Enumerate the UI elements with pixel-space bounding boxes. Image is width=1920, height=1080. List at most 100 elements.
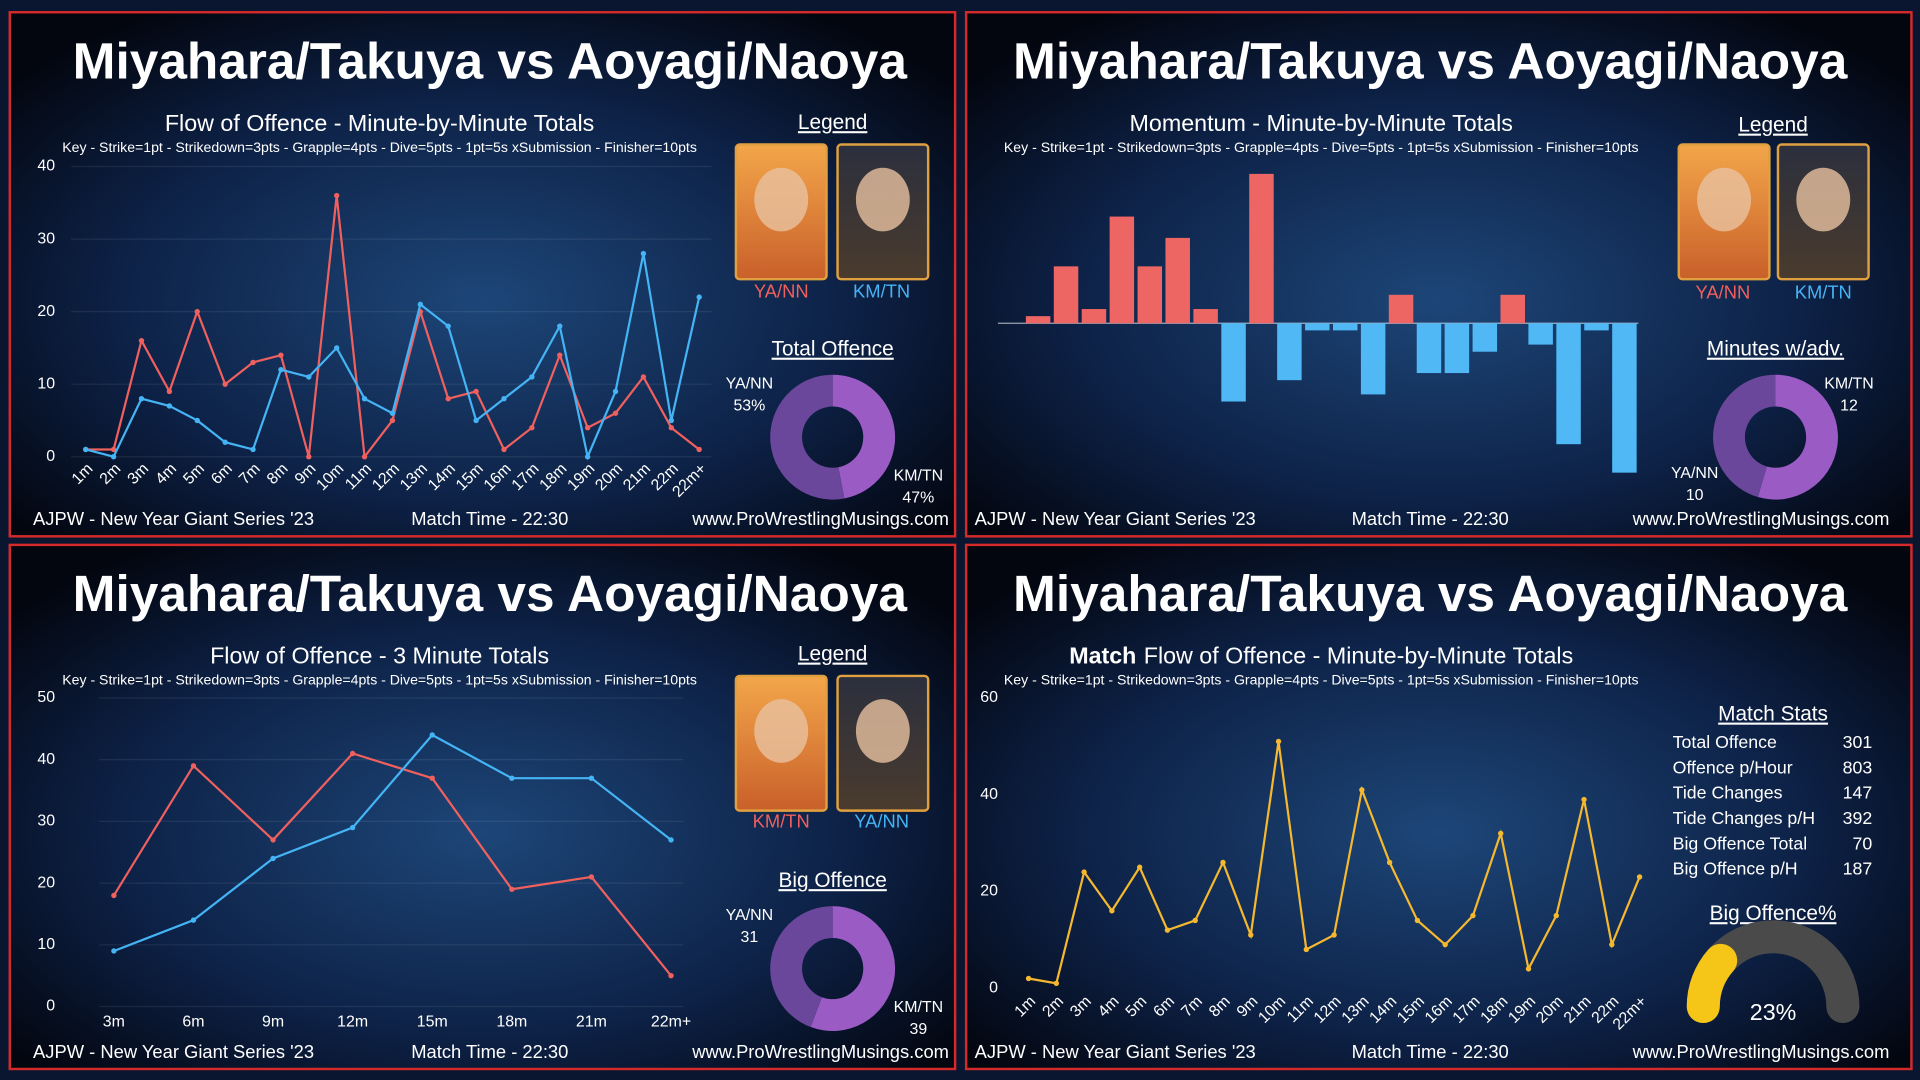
panel: Miyahara/Takuya vs Aoyagi/Naoya Match Flow… bbox=[964, 543, 1913, 1071]
data-point bbox=[1248, 932, 1254, 938]
data-point bbox=[473, 388, 479, 395]
footer-text: Match Time - 22:30 bbox=[411, 1041, 568, 1062]
footer-text: www.ProWrestlingMusings.com bbox=[691, 508, 949, 529]
data-point bbox=[640, 250, 647, 257]
panel: Miyahara/Takuya vs Aoyagi/Naoya Flow of O… bbox=[8, 543, 957, 1071]
donut-label-value: 47% bbox=[902, 490, 934, 507]
data-point bbox=[1359, 787, 1365, 793]
legend-label: KM/TN bbox=[853, 280, 910, 301]
data-point bbox=[389, 410, 396, 416]
legend-label: KM/TN bbox=[1795, 282, 1852, 303]
stat-value: 70 bbox=[1852, 833, 1872, 853]
data-point bbox=[270, 855, 276, 862]
data-point bbox=[584, 454, 591, 460]
data-point bbox=[696, 446, 702, 453]
donut-slice bbox=[770, 374, 845, 500]
data-point bbox=[501, 446, 507, 453]
momentum-bar bbox=[1109, 216, 1135, 324]
data-point bbox=[473, 417, 479, 424]
data-point bbox=[1525, 966, 1532, 972]
chart-subtitle: Flow of Offence - Minute-by-Minute Total… bbox=[165, 110, 594, 136]
data-point bbox=[445, 396, 451, 402]
donut-title: Total Offence bbox=[772, 338, 894, 361]
data-point bbox=[1081, 869, 1087, 875]
momentum-bar bbox=[1025, 316, 1051, 324]
y-tick-label: 40 bbox=[37, 751, 55, 768]
legend-label: KM/TN bbox=[753, 811, 810, 832]
momentum-bar bbox=[1221, 323, 1246, 402]
momentum-bar bbox=[1305, 323, 1330, 331]
chart-subtitle: Momentum - Minute-by-Minute Totals bbox=[1130, 110, 1513, 136]
scoring-key: Key - Strike=1pt - Strikedown=3pts - Gra… bbox=[62, 139, 697, 155]
donut-label-name: YA/NN bbox=[726, 907, 773, 924]
donut-slice bbox=[1757, 374, 1838, 500]
data-point bbox=[1470, 912, 1476, 919]
legend-image-face bbox=[754, 167, 809, 232]
data-point bbox=[333, 345, 340, 351]
data-point bbox=[429, 775, 435, 781]
data-point bbox=[668, 425, 674, 431]
momentum-bar bbox=[1528, 323, 1553, 345]
stat-value: 187 bbox=[1843, 859, 1873, 879]
chart-subtitle: Match Flow of Offence - Minute-by-Minute … bbox=[1069, 643, 1573, 669]
data-point bbox=[557, 352, 563, 358]
data-point bbox=[668, 837, 674, 843]
y-tick-label: 0 bbox=[989, 979, 998, 996]
footer-text: AJPW - New Year Giant Series '23 bbox=[975, 1041, 1256, 1062]
stat-value: 803 bbox=[1843, 757, 1873, 777]
data-point bbox=[1275, 738, 1282, 745]
y-tick-label: 50 bbox=[37, 689, 55, 706]
momentum-bar bbox=[1249, 173, 1274, 324]
x-tick-label: 6m bbox=[182, 1014, 204, 1031]
momentum-bar bbox=[1556, 323, 1581, 445]
data-point bbox=[111, 948, 117, 954]
y-tick-label: 40 bbox=[37, 158, 55, 175]
panel-title: Miyahara/Takuya vs Aoyagi/Naoya bbox=[1013, 31, 1848, 89]
panel: Miyahara/Takuya vs Aoyagi/Naoya Flow of O… bbox=[8, 11, 957, 538]
data-point bbox=[110, 446, 117, 453]
data-point bbox=[1442, 941, 1448, 948]
y-tick-label: 40 bbox=[980, 786, 998, 803]
data-point bbox=[509, 886, 515, 892]
data-point bbox=[306, 374, 312, 380]
donut-label-value: 10 bbox=[1686, 487, 1704, 504]
legend-title: Legend bbox=[798, 643, 867, 666]
y-tick-label: 0 bbox=[46, 998, 55, 1015]
x-tick-label: 18m bbox=[496, 1014, 527, 1031]
momentum-bar bbox=[1444, 323, 1470, 374]
momentum-bar bbox=[1193, 309, 1218, 324]
donut-label-value: 12 bbox=[1840, 398, 1858, 415]
stat-value: 392 bbox=[1843, 808, 1873, 828]
donut-label-name: KM/TN bbox=[894, 468, 943, 485]
data-point bbox=[529, 425, 535, 431]
x-tick-label: 21m bbox=[576, 1014, 607, 1031]
data-point bbox=[1053, 980, 1060, 987]
data-point bbox=[445, 323, 451, 329]
legend-label: YA/NN bbox=[854, 811, 909, 832]
data-point bbox=[501, 396, 507, 402]
data-point bbox=[1109, 908, 1115, 914]
gauge-title: Big Offence% bbox=[1710, 902, 1837, 925]
data-point bbox=[1164, 927, 1171, 933]
data-point bbox=[584, 425, 591, 431]
data-point bbox=[278, 366, 284, 373]
data-point bbox=[138, 396, 145, 402]
x-tick-label: 15m bbox=[417, 1014, 448, 1031]
data-point bbox=[166, 388, 173, 395]
footer-text: Match Time - 22:30 bbox=[1352, 1041, 1509, 1062]
momentum-bar bbox=[1332, 323, 1358, 331]
donut-label-value: 39 bbox=[910, 1021, 928, 1038]
stat-label: Offence p/Hour bbox=[1673, 757, 1793, 777]
donut-label-name: YA/NN bbox=[1671, 465, 1718, 482]
gauge-value bbox=[1686, 943, 1738, 1024]
data-point bbox=[1414, 917, 1421, 924]
data-point bbox=[190, 917, 197, 923]
panel-title: Miyahara/Takuya vs Aoyagi/Naoya bbox=[1013, 564, 1848, 622]
gauge-label: 23% bbox=[1750, 999, 1797, 1025]
data-point bbox=[668, 417, 674, 424]
data-point bbox=[529, 374, 535, 380]
data-point bbox=[349, 750, 356, 757]
y-tick-label: 20 bbox=[980, 883, 998, 900]
data-point bbox=[306, 454, 312, 460]
data-point bbox=[361, 454, 368, 460]
